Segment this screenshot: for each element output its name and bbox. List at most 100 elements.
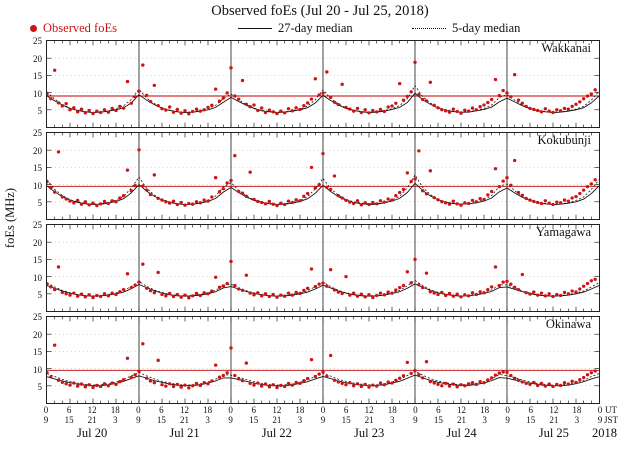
x-tick-label-ut: 0: [136, 405, 141, 415]
legend-median5-label: 5-day median: [452, 21, 521, 35]
x-tick-label-jst: 3: [205, 415, 210, 425]
y-tick-label: 10: [33, 272, 42, 283]
y-tick-label: 10: [33, 180, 42, 191]
plot-panel-yamagawa: Yamagawa 5 10 15 20 25: [33, 220, 600, 312]
y-tick-label: 10: [33, 364, 42, 375]
x-tick-label-ut: 0: [505, 405, 510, 415]
solid-line-marker-icon: [238, 28, 272, 29]
x-tick-label-jst: 21: [457, 415, 466, 425]
x-tick-label-ut: 12: [272, 405, 282, 415]
y-tick-label: 5: [37, 290, 43, 301]
y-tick-label: 15: [33, 71, 42, 82]
x-tick-label-ut: 18: [572, 405, 582, 415]
legend-observed-label: Observed foEs: [43, 21, 117, 35]
day-label: Jul 25: [538, 426, 569, 440]
x-tick-label-ut: 0: [228, 405, 233, 415]
x-tick-label-jst: 9: [505, 415, 510, 425]
station-label-yamagawa: Yamagawa: [536, 225, 591, 239]
x-tick-label-ut: 12: [364, 405, 374, 415]
day-label: Jul 22: [261, 426, 292, 440]
y-tick-label: 15: [33, 347, 42, 358]
legend-item-median27: 27-day median: [238, 21, 353, 36]
x-tick-label-ut: 12: [457, 405, 466, 415]
plot-panel-okinawa: Okinawa 5 10 15 20 25: [33, 312, 600, 404]
x-tick-label-ut: 6: [343, 405, 349, 415]
y-tick-label: 25: [33, 128, 42, 138]
okinawa-plot: [47, 317, 599, 403]
day-label: Jul 20: [77, 426, 108, 440]
x-tick-label-jst: 3: [574, 415, 580, 425]
x-tick-label-jst: 21: [180, 415, 189, 425]
x-tick-label-ut: 18: [295, 405, 305, 415]
y-tick-label: 15: [33, 163, 42, 174]
x-tick-label-ut: 0: [413, 405, 418, 415]
wakkanai-plot: [47, 41, 599, 127]
x-tick-label-ut: 6: [436, 405, 441, 415]
x-tick-label-jst: 9: [597, 415, 603, 425]
x-tick-label-jst: 3: [113, 415, 118, 425]
day-label: Jul 24: [446, 426, 477, 440]
year-label: 2018: [592, 426, 617, 440]
x-tick-label-jst: 21: [87, 415, 97, 425]
legend-median27-label: 27-day median: [278, 21, 353, 35]
y-tick-label: 5: [37, 382, 43, 393]
x-tick-label-jst: 21: [549, 415, 559, 425]
x-tick-label-jst: 21: [272, 415, 282, 425]
station-label-okinawa: Okinawa: [545, 317, 591, 331]
x-tick-label-jst: 9: [413, 415, 418, 425]
red-dot-marker-icon: [30, 25, 37, 32]
x-tick-label-jst: 9: [136, 415, 141, 425]
y-tick-label: 20: [33, 53, 42, 64]
x-tick-label-ut: 6: [251, 405, 257, 415]
x-tick-label-jst: 15: [249, 415, 259, 425]
legend: Observed foEs 27-day median 5-day median: [0, 21, 640, 37]
x-tick-label-ut: 18: [110, 405, 120, 415]
kokubunji-plot: [47, 133, 599, 219]
x-tick-label-jst: 9: [43, 415, 49, 425]
ut-axis-label: UT: [605, 405, 617, 415]
y-tick-label: 10: [33, 88, 42, 99]
y-tick-label: 20: [33, 237, 42, 248]
yamagawa-plot: [47, 225, 599, 311]
x-tick-label-jst: 15: [433, 415, 443, 425]
station-label-kokubunji: Kokubunji: [537, 133, 591, 147]
x-tick-label-ut: 0: [43, 405, 49, 415]
x-tick-label-ut: 6: [66, 405, 72, 415]
x-tick-label-jst: 3: [390, 415, 395, 425]
legend-item-observed: Observed foEs: [30, 21, 117, 36]
x-tick-label-jst: 15: [156, 415, 166, 425]
y-tick-label: 5: [37, 198, 43, 209]
x-tick-label-jst: 21: [364, 415, 374, 425]
x-tick-label-ut: 0: [320, 405, 326, 415]
plot-panel-wakkanai: Wakkanai 5 10 15 20 25: [33, 36, 600, 128]
x-tick-label-jst: 3: [297, 415, 303, 425]
x-tick-label-jst: 3: [482, 415, 487, 425]
x-tick-label-ut: 6: [528, 405, 534, 415]
y-tick-label: 25: [33, 36, 42, 46]
x-tick-label-ut: 18: [387, 405, 397, 415]
chart-title: Observed foEs (Jul 20 - Jul 25, 2018): [211, 3, 429, 19]
x-tick-label-jst: 15: [341, 415, 351, 425]
x-tick-label-ut: 18: [203, 405, 213, 415]
day-label: Jul 23: [354, 426, 385, 440]
x-tick-label-ut: 18: [480, 405, 490, 415]
x-axis: 0 9 6 15 12 21 18 3 0 9 6 15 12 21 18 3 0 9 6 15 12 21 18 3 0 9 6 1…: [43, 405, 603, 445]
y-tick-label: 5: [37, 106, 43, 117]
x-tick-label-jst: 15: [526, 415, 536, 425]
x-tick-label-jst: 9: [320, 415, 326, 425]
y-tick-label: 25: [33, 312, 42, 322]
x-tick-label-ut: 0: [597, 405, 603, 415]
y-tick-label: 20: [33, 329, 42, 340]
jst-axis-label: JST: [604, 415, 619, 425]
x-tick-label-jst: 9: [228, 415, 233, 425]
x-tick-label-jst: 15: [64, 415, 74, 425]
y-axis-title: foEs (MHz): [3, 188, 17, 249]
day-label: Jul 21: [169, 426, 200, 440]
x-tick-label-ut: 6: [159, 405, 164, 415]
y-tick-label: 25: [33, 220, 42, 230]
y-tick-label: 20: [33, 145, 42, 156]
x-tick-label-ut: 12: [549, 405, 559, 415]
y-tick-label: 15: [33, 255, 42, 266]
dotted-line-marker-icon: [412, 28, 446, 29]
